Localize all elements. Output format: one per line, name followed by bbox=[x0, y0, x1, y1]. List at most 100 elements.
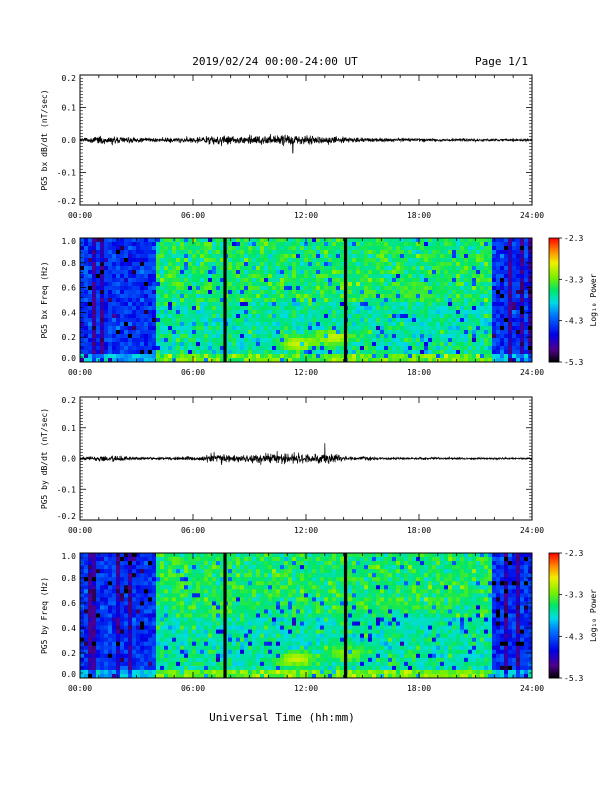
heatmap-cell bbox=[368, 250, 373, 255]
heatmap-cell bbox=[204, 609, 209, 614]
heatmap-cell bbox=[176, 294, 181, 299]
heatmap-cell bbox=[276, 338, 281, 343]
heatmap-cell bbox=[448, 326, 453, 331]
heatmap-cell bbox=[272, 242, 277, 247]
heatmap-cell bbox=[500, 326, 505, 331]
heatmap-cell bbox=[476, 350, 481, 355]
heatmap-cell bbox=[376, 322, 381, 327]
heatmap-cell bbox=[372, 358, 377, 363]
heatmap-cell bbox=[508, 254, 513, 259]
heatmap-cell bbox=[320, 238, 325, 243]
heatmap-cell bbox=[364, 258, 369, 263]
heatmap-cell bbox=[220, 246, 225, 251]
heatmap-cell bbox=[200, 645, 205, 651]
heatmap-cell bbox=[292, 278, 297, 283]
heatmap-cell bbox=[208, 270, 213, 275]
heatmap-cell bbox=[236, 354, 241, 359]
heatmap-cell bbox=[488, 322, 493, 327]
heatmap-cell bbox=[180, 645, 185, 651]
heatmap-cell bbox=[276, 318, 281, 323]
heatmap-cell bbox=[180, 246, 185, 251]
heatmap-cell bbox=[352, 294, 357, 299]
heatmap-cell bbox=[276, 298, 281, 303]
heatmap-cell bbox=[240, 246, 245, 251]
heatmap-cell bbox=[124, 342, 129, 347]
heatmap-cell bbox=[164, 593, 169, 598]
heatmap-cell bbox=[420, 278, 425, 283]
heatmap-cell bbox=[316, 322, 321, 327]
heatmap-cell bbox=[196, 330, 201, 335]
heatmap-cell bbox=[512, 298, 517, 303]
heatmap-cell bbox=[248, 254, 253, 259]
heatmap-cell bbox=[456, 254, 461, 259]
y-tick-label: 0.8 bbox=[62, 259, 77, 268]
heatmap-cell bbox=[96, 565, 101, 570]
heatmap-cell bbox=[208, 354, 213, 359]
heatmap-cell bbox=[160, 258, 165, 263]
heatmap-cell bbox=[464, 282, 469, 287]
heatmap-cell bbox=[260, 278, 265, 283]
heatmap-cell bbox=[100, 258, 105, 263]
heatmap-cell bbox=[104, 613, 109, 618]
heatmap-cell bbox=[284, 342, 289, 347]
heatmap-cell bbox=[120, 298, 125, 303]
heatmap-cell bbox=[268, 326, 273, 331]
heatmap-cell bbox=[312, 322, 317, 327]
heatmap-cell bbox=[156, 346, 161, 351]
heatmap-cell bbox=[148, 270, 153, 275]
heatmap-cell bbox=[84, 613, 89, 618]
heatmap-cell bbox=[444, 246, 449, 251]
heatmap-cell bbox=[252, 310, 257, 315]
heatmap-cell bbox=[180, 286, 185, 291]
heatmap-cell bbox=[132, 665, 137, 671]
heatmap-cell bbox=[372, 350, 377, 355]
heatmap-cell bbox=[316, 358, 321, 363]
heatmap-cell bbox=[188, 569, 193, 574]
heatmap-cell bbox=[88, 342, 93, 347]
heatmap-cell bbox=[408, 302, 413, 307]
heatmap-cell bbox=[160, 282, 165, 287]
heatmap-cell bbox=[200, 657, 205, 663]
heatmap-cell bbox=[192, 238, 197, 243]
heatmap-cell bbox=[184, 330, 189, 335]
heatmap-cell bbox=[80, 294, 85, 299]
heatmap-cell bbox=[416, 286, 421, 291]
heatmap-cell bbox=[416, 274, 421, 279]
heatmap-cell bbox=[284, 334, 289, 339]
heatmap-cell bbox=[280, 346, 285, 351]
heatmap-cell bbox=[312, 258, 317, 263]
heatmap-cell bbox=[96, 613, 101, 618]
heatmap-cell bbox=[80, 657, 85, 663]
heatmap-cell bbox=[264, 238, 269, 243]
heatmap-cell bbox=[392, 294, 397, 299]
heatmap-cell bbox=[324, 302, 329, 307]
heatmap-cell bbox=[80, 565, 85, 570]
heatmap-cell bbox=[420, 298, 425, 303]
heatmap-cell bbox=[208, 358, 213, 363]
heatmap-cell bbox=[204, 326, 209, 331]
heatmap-cell bbox=[444, 326, 449, 331]
heatmap-cell bbox=[528, 354, 533, 359]
heatmap-cell bbox=[184, 286, 189, 291]
heatmap-cell bbox=[84, 661, 89, 667]
heatmap-cell bbox=[516, 330, 521, 335]
heatmap-cell bbox=[96, 246, 101, 251]
heatmap-cell bbox=[152, 278, 157, 283]
heatmap-cell bbox=[192, 322, 197, 327]
heatmap-cell bbox=[316, 290, 321, 295]
heatmap-cell bbox=[240, 238, 245, 243]
heatmap-cell bbox=[472, 310, 477, 315]
heatmap-cell bbox=[124, 242, 129, 247]
heatmap-cell bbox=[488, 254, 493, 259]
heatmap-cell bbox=[460, 250, 465, 255]
heatmap-cell bbox=[292, 306, 297, 311]
heatmap-cell bbox=[164, 637, 169, 643]
heatmap-cell bbox=[340, 254, 345, 259]
heatmap-cell bbox=[248, 318, 253, 323]
heatmap-cell bbox=[436, 354, 441, 359]
heatmap-cell bbox=[156, 298, 161, 303]
heatmap-cell bbox=[328, 330, 333, 335]
heatmap-cell bbox=[484, 330, 489, 335]
heatmap-cell bbox=[448, 334, 453, 339]
heatmap-cell bbox=[260, 354, 265, 359]
